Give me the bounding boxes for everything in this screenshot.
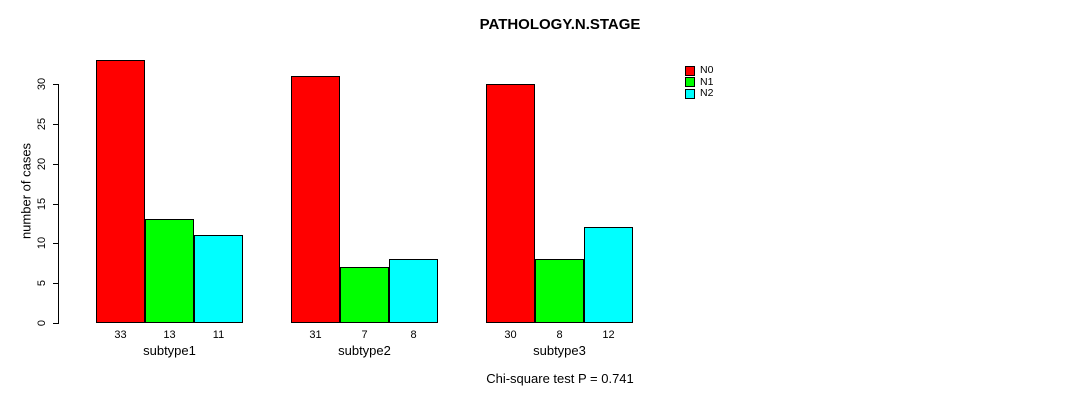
legend-item-N2: N2 [685, 88, 713, 100]
bar-value-label: 8 [556, 329, 563, 341]
legend-swatch-N0 [685, 65, 695, 76]
bar-N1-subtype3 [535, 259, 584, 323]
y-axis-tick-label: 20 [36, 157, 48, 171]
bar-value-label: 8 [410, 329, 417, 341]
y-axis-tick-label: 0 [36, 319, 48, 327]
y-axis-tick [53, 164, 58, 165]
bar-value-label: 12 [602, 329, 615, 341]
y-axis-tick-label: 5 [36, 279, 48, 287]
legend-item-N1: N1 [685, 75, 714, 89]
bar-N2-subtype3 [584, 227, 633, 323]
legend: N0 N1 N2 [685, 65, 713, 100]
category-label-subtype1: subtype1 [143, 343, 196, 358]
category-label-subtype2: subtype2 [338, 343, 391, 358]
bar-N2-subtype2 [389, 259, 438, 323]
legend-label: N2 [700, 87, 714, 100]
y-axis-tick-label: 30 [36, 77, 48, 91]
legend-item-N0: N0 [685, 65, 713, 77]
legend-label: N0 [700, 64, 714, 77]
y-axis-label: number of cases [18, 142, 34, 240]
bar-N0-subtype2 [291, 76, 340, 323]
y-axis-tick [53, 323, 58, 324]
legend-label: N1 [700, 75, 714, 88]
y-axis-tick [53, 283, 58, 284]
category-label-subtype3: subtype3 [533, 343, 586, 358]
y-axis-tick-label: 10 [36, 236, 48, 250]
y-axis-tick [53, 124, 58, 125]
bar-N2-subtype1 [194, 235, 243, 323]
bar-value-label: 7 [361, 329, 368, 341]
legend-swatch-N1 [685, 77, 695, 88]
bar-value-label: 11 [212, 329, 225, 341]
bar-value-label: 33 [114, 329, 127, 341]
bar-value-label: 31 [309, 329, 322, 341]
bar-N0-subtype3 [486, 84, 535, 323]
bar-N1-subtype2 [340, 267, 389, 323]
bar-value-label: 13 [163, 329, 176, 341]
y-axis-tick [53, 84, 58, 85]
chart-title: PATHOLOGY.N.STAGE [479, 16, 641, 33]
bar-value-label: 30 [504, 329, 517, 341]
y-axis-tick-label: 25 [36, 117, 48, 131]
legend-swatch-N2 [685, 88, 695, 99]
bar-N0-subtype1 [96, 60, 145, 323]
chi-square-caption: Chi-square test P = 0.741 [486, 371, 634, 386]
bar-N1-subtype1 [145, 219, 194, 323]
y-axis-tick-label: 15 [36, 197, 48, 211]
y-axis-tick [53, 204, 58, 205]
y-axis [58, 84, 59, 324]
y-axis-tick [53, 243, 58, 244]
